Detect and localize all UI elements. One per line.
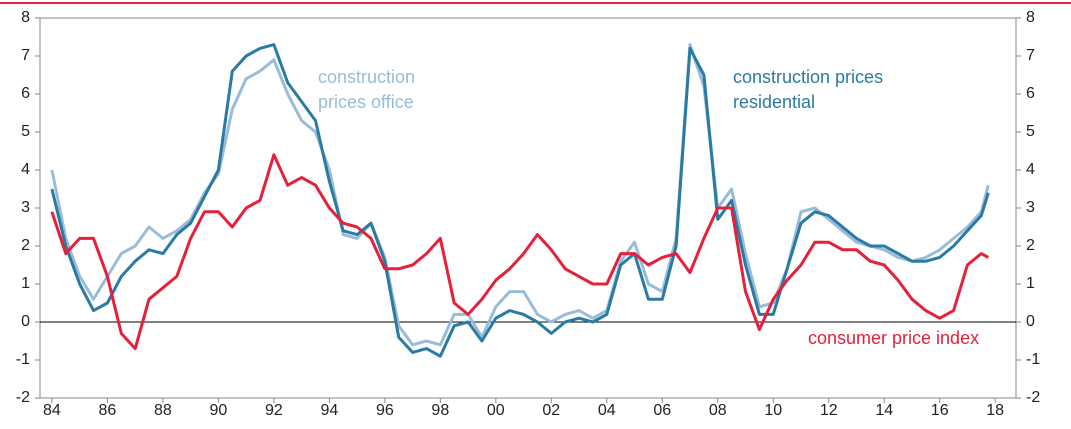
y2-tick-label: -1 — [1026, 351, 1040, 368]
series-line — [50, 153, 990, 351]
y-tick-label: 5 — [21, 123, 30, 140]
x-tick-label: 06 — [653, 402, 671, 419]
x-tick-label: 88 — [154, 402, 172, 419]
y2-tick-label: 3 — [1026, 199, 1035, 216]
x-tick-label: 94 — [320, 402, 338, 419]
y-tick-label: 1 — [21, 275, 30, 292]
x-tick-label: 08 — [709, 402, 727, 419]
x-tick-label: 16 — [931, 402, 949, 419]
y-tick-label: 6 — [21, 85, 30, 102]
series-label: construction prices residential — [733, 67, 884, 112]
y2-tick-label: 4 — [1026, 161, 1035, 178]
x-tick-label: 84 — [43, 402, 61, 419]
y2-tick-label: 5 — [1026, 123, 1035, 140]
y2-tick-label: 2 — [1026, 237, 1035, 254]
x-tick-label: 02 — [542, 402, 560, 419]
y2-tick-label: 7 — [1026, 47, 1035, 64]
y2-tick-label: 6 — [1026, 85, 1035, 102]
x-tick-label: 96 — [376, 402, 394, 419]
x-tick-label: 00 — [487, 402, 505, 419]
y-tick-label: -2 — [16, 389, 30, 406]
y2-tick-label: 0 — [1026, 313, 1035, 330]
y-tick-label: 8 — [21, 9, 30, 26]
series-line — [50, 43, 990, 358]
series-label: construction prices office — [318, 67, 416, 112]
y-tick-label: 3 — [21, 199, 30, 216]
x-tick-label: 98 — [431, 402, 449, 419]
y2-tick-label: 8 — [1026, 9, 1035, 26]
x-tick-label: 12 — [820, 402, 838, 419]
y-tick-label: 7 — [21, 47, 30, 64]
x-tick-label: 92 — [265, 402, 283, 419]
x-tick-label: 86 — [99, 402, 117, 419]
x-tick-label: 04 — [598, 402, 616, 419]
y-tick-label: 0 — [21, 313, 30, 330]
y2-tick-label: 1 — [1026, 275, 1035, 292]
x-tick-label: 14 — [875, 402, 893, 419]
x-tick-label: 18 — [986, 402, 1004, 419]
y-tick-label: 2 — [21, 237, 30, 254]
x-tick-label: 90 — [209, 402, 227, 419]
x-tick-label: 10 — [764, 402, 782, 419]
series-label: consumer price index — [808, 328, 980, 348]
y-tick-label: -1 — [16, 351, 30, 368]
y-tick-label: 4 — [21, 161, 30, 178]
y2-tick-label: -2 — [1026, 389, 1040, 406]
